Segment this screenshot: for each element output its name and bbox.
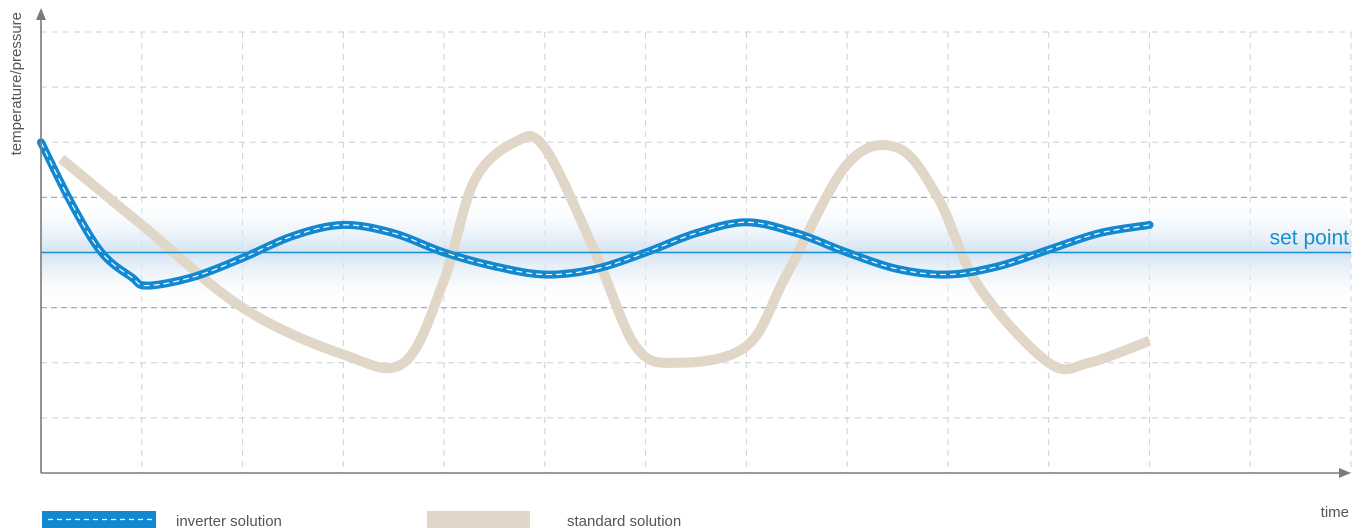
- x-axis-arrow-icon: [1339, 468, 1351, 478]
- series-layer: [37, 131, 1154, 375]
- series-standard-solution: [58, 131, 1152, 375]
- series-inverter-solution-dash: [40, 142, 1150, 287]
- y-axis-label: temperature/pressure: [8, 12, 25, 155]
- x-axis-label: time: [1321, 504, 1349, 521]
- axes: [36, 8, 1351, 478]
- legend-item-standard: standard solution: [427, 511, 681, 528]
- legend-swatch-inverter: [42, 511, 156, 528]
- legend-label-inverter: inverter solution: [176, 513, 282, 528]
- legend-item-inverter: inverter solution: [42, 511, 282, 528]
- y-axis-arrow-icon: [36, 8, 46, 20]
- legend-label-standard: standard solution: [567, 513, 681, 528]
- setpoint-label: set point: [1270, 227, 1350, 250]
- legend: inverter solution standard solution: [42, 511, 681, 528]
- legend-swatch-standard: [427, 511, 530, 528]
